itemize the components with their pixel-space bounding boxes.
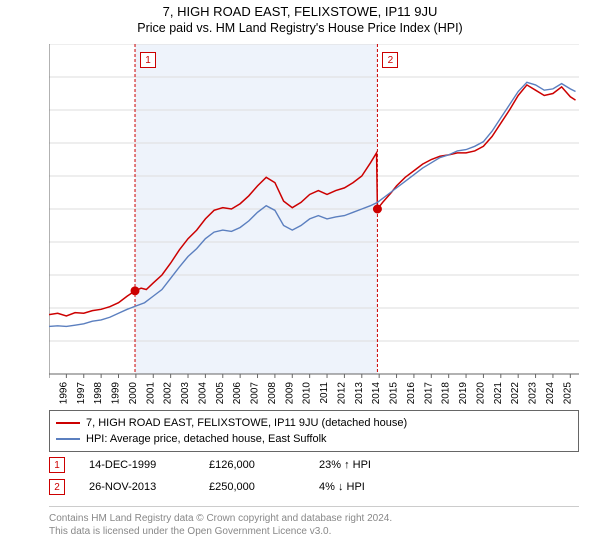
svg-text:2007: 2007 (250, 382, 261, 405)
svg-text:2019: 2019 (458, 382, 469, 405)
svg-text:2011: 2011 (319, 382, 330, 404)
legend-swatch (56, 422, 80, 424)
event-price: £250,000 (209, 481, 319, 493)
footnote: Contains HM Land Registry data © Crown c… (49, 506, 579, 538)
legend-label: 7, HIGH ROAD EAST, FELIXSTOWE, IP11 9JU … (86, 417, 407, 429)
svg-text:2001: 2001 (145, 382, 156, 405)
svg-text:2010: 2010 (302, 382, 313, 405)
event-date: 14-DEC-1999 (89, 459, 209, 471)
svg-text:1999: 1999 (111, 382, 122, 405)
event-price: £126,000 (209, 459, 319, 471)
footnote-line: Contains HM Land Registry data © Crown c… (49, 513, 579, 526)
svg-text:2002: 2002 (163, 382, 174, 405)
price-chart: £0£50K£100K£150K£200K£250K£300K£350K£400… (49, 44, 579, 374)
svg-text:2009: 2009 (284, 382, 295, 405)
event-row: 1 14-DEC-1999£126,00023% ↑ HPI (49, 454, 579, 476)
event-date: 26-NOV-2013 (89, 481, 209, 493)
svg-text:2015: 2015 (389, 382, 400, 405)
svg-text:2022: 2022 (510, 382, 521, 405)
svg-text:2006: 2006 (232, 382, 243, 405)
svg-text:1996: 1996 (58, 382, 69, 405)
svg-text:2005: 2005 (215, 382, 226, 405)
svg-text:2008: 2008 (267, 382, 278, 405)
svg-text:2012: 2012 (336, 382, 347, 405)
event-marker-badge: 1 (140, 52, 156, 68)
svg-text:2021: 2021 (493, 382, 504, 405)
svg-text:1998: 1998 (93, 382, 104, 405)
svg-text:2013: 2013 (354, 382, 365, 405)
svg-text:1997: 1997 (76, 382, 87, 405)
svg-text:2018: 2018 (441, 382, 452, 405)
legend-box: 7, HIGH ROAD EAST, FELIXSTOWE, IP11 9JU … (49, 410, 579, 452)
svg-text:2017: 2017 (423, 382, 434, 405)
event-badge: 2 (49, 479, 65, 495)
svg-text:2003: 2003 (180, 382, 191, 405)
event-badge: 1 (49, 457, 65, 473)
svg-text:2023: 2023 (528, 382, 539, 405)
events-table: 1 14-DEC-1999£126,00023% ↑ HPI 2 26-NOV-201… (49, 454, 579, 498)
legend-label: HPI: Average price, detached house, East… (86, 433, 327, 445)
legend-item: 7, HIGH ROAD EAST, FELIXSTOWE, IP11 9JU … (56, 415, 572, 431)
legend-swatch (56, 438, 80, 440)
svg-text:2000: 2000 (128, 382, 139, 405)
svg-text:1995: 1995 (49, 382, 52, 405)
svg-text:2016: 2016 (406, 382, 417, 405)
legend-item: HPI: Average price, detached house, East… (56, 431, 572, 447)
svg-text:2025: 2025 (562, 382, 573, 405)
svg-text:2014: 2014 (371, 382, 382, 405)
event-row: 2 26-NOV-2013£250,0004% ↓ HPI (49, 476, 579, 498)
page-title: 7, HIGH ROAD EAST, FELIXSTOWE, IP11 9JU (0, 0, 600, 19)
svg-text:2020: 2020 (475, 382, 486, 405)
event-marker-badge: 2 (382, 52, 398, 68)
event-pct: 4% ↓ HPI (319, 481, 439, 493)
svg-text:2024: 2024 (545, 382, 556, 405)
event-pct: 23% ↑ HPI (319, 459, 439, 471)
page-subtitle: Price paid vs. HM Land Registry's House … (0, 19, 600, 39)
svg-text:2004: 2004 (197, 382, 208, 405)
footnote-line: This data is licensed under the Open Gov… (49, 526, 579, 539)
